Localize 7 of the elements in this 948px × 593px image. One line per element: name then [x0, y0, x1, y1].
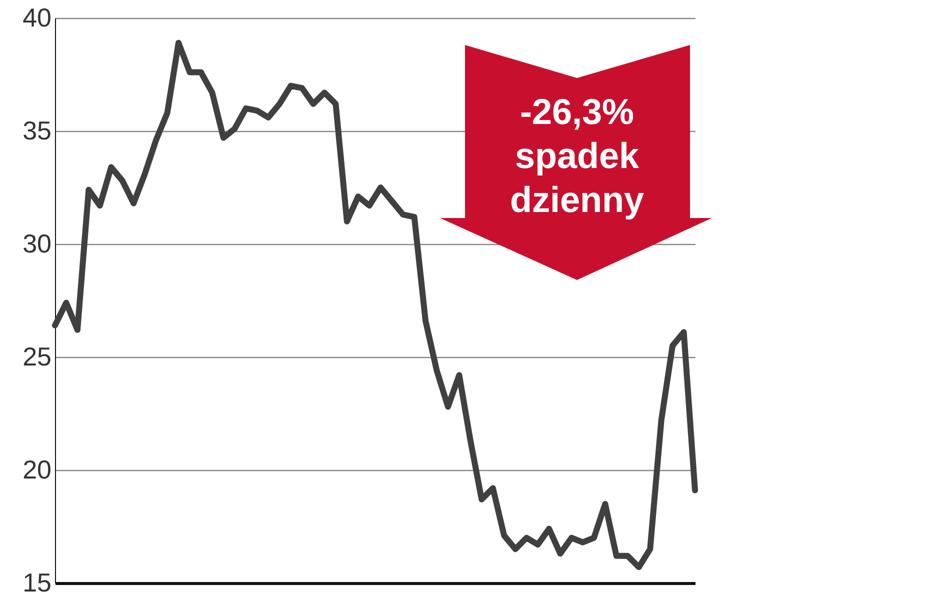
y-tick-label: 40 [22, 2, 52, 32]
y-tick-label: 15 [22, 568, 52, 593]
annotation: -26,3% spadek dzienny [508, 90, 645, 222]
y-tick-label: 20 [22, 454, 52, 484]
y-tick-label: 30 [22, 228, 52, 258]
y-tick-label: 25 [22, 342, 52, 372]
y-tick-label: 35 [22, 116, 52, 146]
